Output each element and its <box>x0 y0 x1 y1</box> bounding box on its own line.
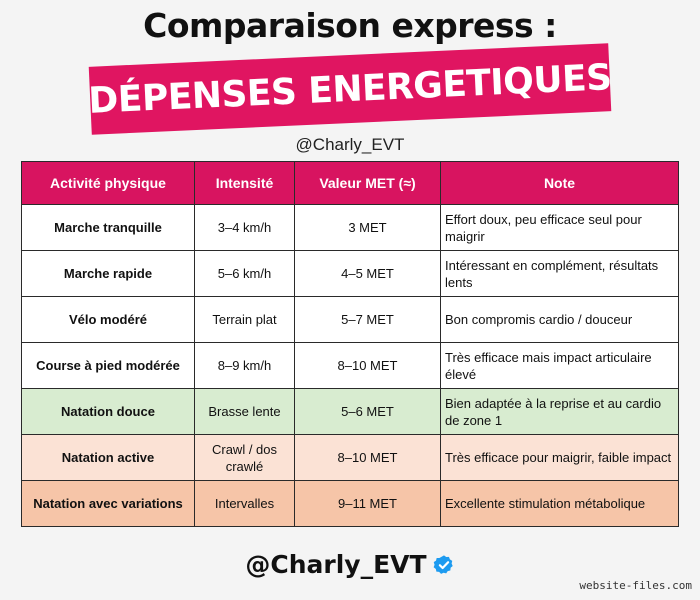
cell-intensity: Crawl / dos crawlé <box>194 434 295 481</box>
cell-activity: Course à pied modérée <box>21 342 195 389</box>
cell-met: 8–10 MET <box>294 342 441 389</box>
cell-note: Excellente stimulation métabolique <box>440 480 679 527</box>
header-intensity: Intensité <box>194 161 295 205</box>
watermark: website-files.com <box>579 579 692 592</box>
banner-text: DÉPENSES ENERGETIQUES <box>87 56 613 122</box>
cell-activity: Vélo modéré <box>21 296 195 343</box>
cell-note: Très efficace pour maigrir, faible impac… <box>440 434 679 481</box>
table-row: Marche tranquille 3–4 km/h 3 MET Effort … <box>21 204 679 251</box>
cell-note: Bon compromis cardio / douceur <box>440 296 679 343</box>
verified-badge-icon <box>433 554 455 576</box>
cell-activity: Natation douce <box>21 388 195 435</box>
cell-met: 5–7 MET <box>294 296 441 343</box>
table-row: Natation active Crawl / dos crawlé 8–10 … <box>21 434 679 481</box>
cell-intensity: Brasse lente <box>194 388 295 435</box>
author-handle-bottom: @Charly_EVT <box>0 550 700 579</box>
cell-met: 9–11 MET <box>294 480 441 527</box>
cell-met: 5–6 MET <box>294 388 441 435</box>
table-row: Natation avec variations Intervalles 9–1… <box>21 480 679 527</box>
handle-text: @Charly_EVT <box>245 550 427 579</box>
cell-note: Très efficace mais impact articulaire él… <box>440 342 679 389</box>
cell-note: Intéressant en complément, résultats len… <box>440 250 679 297</box>
met-table: Activité physique Intensité Valeur MET (… <box>21 161 679 527</box>
header-note: Note <box>440 161 679 205</box>
header-activity: Activité physique <box>21 161 195 205</box>
table-header-row: Activité physique Intensité Valeur MET (… <box>21 161 679 205</box>
cell-activity: Natation avec variations <box>21 480 195 527</box>
cell-intensity: 3–4 km/h <box>194 204 295 251</box>
cell-note: Effort doux, peu efficace seul pour maig… <box>440 204 679 251</box>
table-row: Vélo modéré Terrain plat 5–7 MET Bon com… <box>21 296 679 343</box>
cell-intensity: 5–6 km/h <box>194 250 295 297</box>
header-met: Valeur MET (≈) <box>294 161 441 205</box>
cell-activity: Natation active <box>21 434 195 481</box>
cell-intensity: Intervalles <box>194 480 295 527</box>
cell-activity: Marche rapide <box>21 250 195 297</box>
table-row: Course à pied modérée 8–9 km/h 8–10 MET … <box>21 342 679 389</box>
cell-met: 8–10 MET <box>294 434 441 481</box>
cell-note: Bien adaptée à la reprise et au cardio d… <box>440 388 679 435</box>
cell-met: 4–5 MET <box>294 250 441 297</box>
cell-intensity: Terrain plat <box>194 296 295 343</box>
cell-activity: Marche tranquille <box>21 204 195 251</box>
title-banner: DÉPENSES ENERGETIQUES <box>87 43 613 135</box>
author-handle-top: @Charly_EVT <box>295 135 405 154</box>
cell-intensity: 8–9 km/h <box>194 342 295 389</box>
page-title: Comparaison express : <box>143 6 557 45</box>
table-row: Natation douce Brasse lente 5–6 MET Bien… <box>21 388 679 435</box>
cell-met: 3 MET <box>294 204 441 251</box>
table-row: Marche rapide 5–6 km/h 4–5 MET Intéressa… <box>21 250 679 297</box>
